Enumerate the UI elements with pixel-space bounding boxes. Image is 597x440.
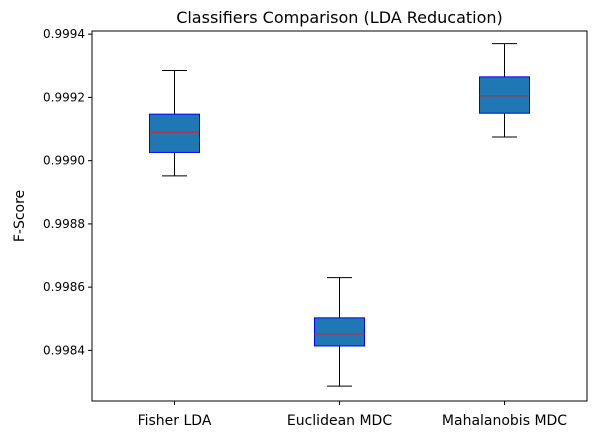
box-mahalanobis-mdc	[479, 43, 530, 138]
y-tick-label: 0.9994	[43, 27, 85, 41]
x-tick-label: Euclidean MDC	[287, 413, 392, 429]
iqr-box	[314, 317, 365, 347]
y-tick-label: 0.9992	[43, 90, 85, 104]
y-tick-label: 0.9984	[43, 343, 85, 357]
y-axis-ticks: 0.9984 0.9986 0.9988 0.9990 0.9992 0.9994	[43, 27, 92, 357]
y-tick-label: 0.9986	[43, 280, 85, 294]
x-tick-label: Mahalanobis MDC	[442, 413, 567, 429]
x-tick-label: Fisher LDA	[138, 413, 212, 429]
box-euclidean-mdc	[314, 277, 365, 387]
iqr-box	[479, 76, 530, 114]
x-axis-ticks: Fisher LDA Euclidean MDC Mahalanobis MDC	[138, 401, 567, 429]
y-tick-label: 0.9990	[43, 154, 85, 168]
iqr-box	[149, 113, 200, 153]
box-fisher-lda	[149, 70, 200, 177]
chart-title: Classifiers Comparison (LDA Reducation)	[176, 8, 503, 27]
y-axis-label: F-Score	[12, 190, 28, 242]
plot-area	[149, 43, 530, 387]
y-tick-label: 0.9988	[43, 217, 85, 231]
